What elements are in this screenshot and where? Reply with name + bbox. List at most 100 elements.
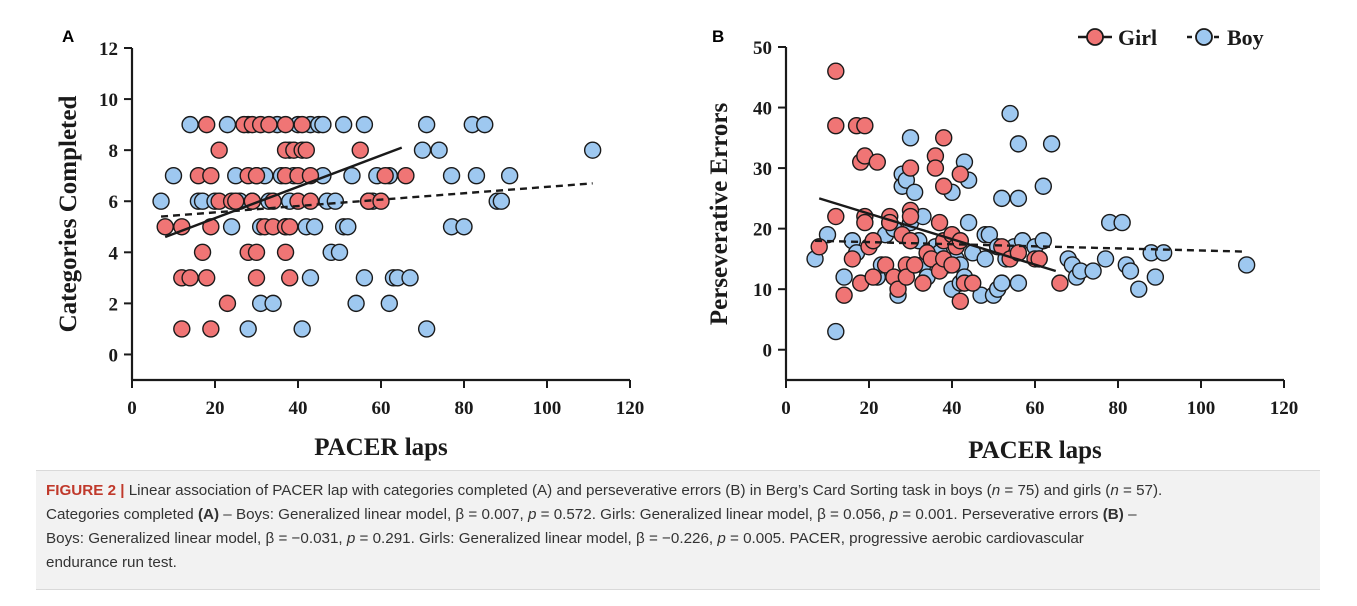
legend-boy-marker <box>1195 28 1213 46</box>
caption-seg7: Boys: Generalized linear model, β = −0.0… <box>46 530 347 547</box>
boy-point <box>993 274 1011 292</box>
boy-point <box>1096 250 1115 268</box>
boy-point <box>1113 213 1131 232</box>
y-tick-label: 20 <box>753 220 772 241</box>
x-tick-label: 80 <box>455 398 474 419</box>
girl-point <box>905 256 924 274</box>
boy-point <box>467 166 486 185</box>
girl-point <box>372 192 390 210</box>
girl-point <box>935 177 953 195</box>
boy-point <box>181 115 199 134</box>
caption-p1: p <box>527 506 537 523</box>
x-axis-title: PACER laps <box>314 434 448 461</box>
boy-point <box>905 183 924 202</box>
y-tick-label: 4 <box>109 243 119 264</box>
girl-point <box>856 213 874 232</box>
y-tick-label: 2 <box>109 294 119 315</box>
boy-point <box>835 268 853 286</box>
boy-point <box>455 218 473 236</box>
girl-point <box>193 243 212 262</box>
y-tick-label: 10 <box>99 90 118 111</box>
boy-point <box>500 166 519 185</box>
boy-point <box>305 218 324 236</box>
x-tick-label: 120 <box>1270 398 1299 419</box>
boy-point <box>959 213 978 232</box>
y-tick-label: 40 <box>753 99 772 120</box>
boy-point <box>827 322 845 341</box>
girl-point <box>281 218 299 236</box>
x-tick-label: 60 <box>1026 398 1045 419</box>
girl-point <box>930 213 949 232</box>
boy-point <box>818 225 837 244</box>
girl-point <box>864 268 882 286</box>
caption-seg3: – Boys: Generalized linear model, β = 0.… <box>219 506 528 523</box>
girl-point <box>827 207 845 226</box>
girl-point <box>247 166 266 185</box>
x-tick-label: 20 <box>860 398 879 419</box>
y-tick-label: 50 <box>753 38 772 59</box>
girl-point <box>297 141 315 159</box>
caption-p3: p <box>346 530 356 547</box>
boy-point <box>1146 268 1165 286</box>
girl-point <box>856 117 874 135</box>
x-tick-label: 100 <box>533 398 562 419</box>
boy-point <box>1001 104 1019 123</box>
boy-point <box>239 320 257 338</box>
boy-point <box>355 115 374 134</box>
girl-point <box>843 250 862 268</box>
boy-point <box>417 320 436 338</box>
legend-girl-label: Girl <box>1118 25 1157 50</box>
caption-n-boys-val: = 75) and girls ( <box>1000 482 1111 499</box>
x-tick-label: 100 <box>1187 398 1216 419</box>
girl-point <box>197 115 216 134</box>
boy-point <box>326 192 345 210</box>
caption-n-boys-var: n <box>991 482 1001 499</box>
boy-point <box>218 115 237 134</box>
boy-point <box>401 269 419 287</box>
boy-point <box>380 294 398 313</box>
boy-point <box>301 269 320 287</box>
girl-point <box>951 292 969 310</box>
y-tick-label: 8 <box>109 141 119 162</box>
girl-point <box>810 238 828 256</box>
girl-point <box>197 269 216 287</box>
boy-point <box>583 141 602 159</box>
boy-point <box>492 192 511 210</box>
girl-point <box>173 320 191 338</box>
caption-seg2: Categories completed <box>46 506 198 523</box>
girl-point <box>889 280 907 298</box>
girl-point <box>276 115 295 134</box>
boy-point <box>334 115 353 134</box>
girl-point <box>181 269 199 287</box>
girl-point <box>835 286 853 304</box>
girl-point <box>301 192 320 210</box>
x-tick-label: 40 <box>943 398 962 419</box>
boy-point <box>264 294 282 313</box>
girl-point <box>1051 274 1069 292</box>
y-tick-label: 30 <box>753 159 772 180</box>
boy-point <box>1009 189 1028 208</box>
girl-point <box>281 269 299 287</box>
caption-p4: p <box>717 530 726 547</box>
boy-point <box>1009 135 1028 153</box>
boy-point <box>476 115 494 134</box>
x-tick-label: 20 <box>206 398 225 419</box>
girl-point <box>864 232 882 250</box>
boy-point <box>417 115 436 134</box>
boy-point <box>330 243 349 262</box>
girl-point <box>926 159 945 177</box>
boy-point <box>339 218 357 236</box>
caption-seg9: = 0.005. PACER, progressive aerobic card… <box>725 530 1084 547</box>
girl-point <box>901 207 920 226</box>
legend-boy-label: Boy <box>1227 25 1264 50</box>
girl-point <box>276 243 295 262</box>
boy-point <box>355 269 374 287</box>
boy-point <box>293 320 311 338</box>
x-tick-label: 60 <box>372 398 391 419</box>
boy-point <box>1009 274 1028 292</box>
y-tick-label: 6 <box>109 192 119 213</box>
girl-point <box>901 159 920 177</box>
x-tick-label: 40 <box>289 398 308 419</box>
girl-point <box>218 294 237 313</box>
girl-point <box>227 192 245 210</box>
